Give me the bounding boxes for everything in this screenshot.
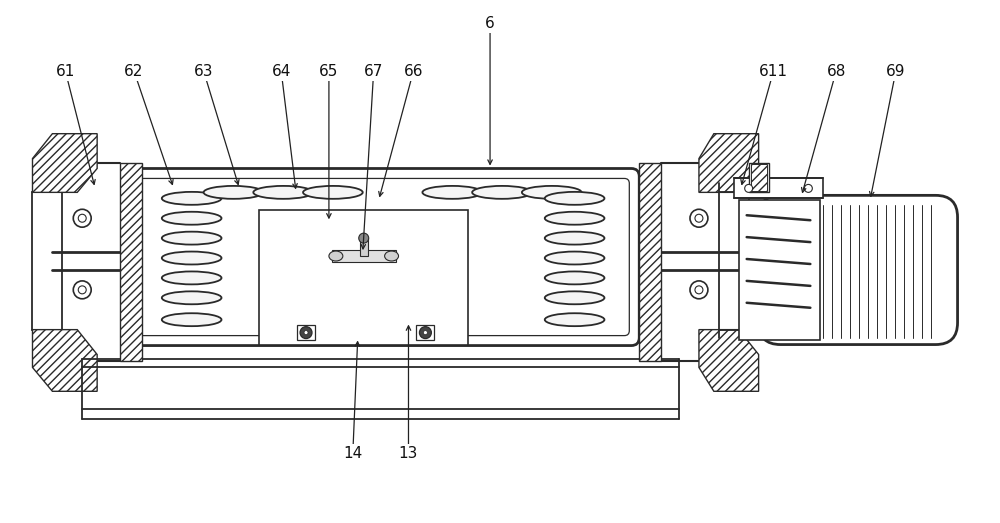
Bar — [297, 325, 315, 339]
Text: 67: 67 — [364, 63, 383, 78]
Circle shape — [304, 331, 308, 335]
Polygon shape — [699, 134, 759, 192]
Text: 64: 64 — [271, 63, 291, 78]
Text: 14: 14 — [343, 447, 362, 461]
Circle shape — [695, 286, 703, 294]
Circle shape — [300, 327, 312, 338]
Circle shape — [745, 185, 753, 192]
Ellipse shape — [253, 186, 313, 199]
Text: 61: 61 — [56, 63, 75, 78]
Circle shape — [78, 286, 86, 294]
Ellipse shape — [329, 251, 343, 261]
Circle shape — [695, 214, 703, 222]
Text: 13: 13 — [399, 447, 418, 461]
Bar — [751, 164, 767, 191]
Bar — [360, 238, 368, 256]
Bar — [639, 163, 661, 361]
Ellipse shape — [162, 232, 221, 245]
Circle shape — [690, 209, 708, 227]
Circle shape — [419, 327, 431, 338]
Text: 69: 69 — [886, 63, 906, 78]
Ellipse shape — [545, 212, 604, 225]
Circle shape — [359, 233, 369, 243]
Circle shape — [804, 185, 812, 192]
Ellipse shape — [162, 252, 221, 265]
Bar — [416, 325, 434, 339]
Bar — [739, 200, 820, 339]
Text: 62: 62 — [124, 63, 144, 78]
Ellipse shape — [422, 186, 482, 199]
Ellipse shape — [162, 271, 221, 285]
Circle shape — [690, 281, 708, 299]
FancyBboxPatch shape — [759, 196, 958, 345]
Ellipse shape — [472, 186, 532, 199]
FancyBboxPatch shape — [122, 168, 639, 346]
Ellipse shape — [303, 186, 363, 199]
Circle shape — [78, 214, 86, 222]
Ellipse shape — [162, 291, 221, 304]
Text: 66: 66 — [404, 63, 423, 78]
Ellipse shape — [545, 232, 604, 245]
Bar — [734, 178, 823, 198]
Ellipse shape — [545, 291, 604, 304]
Ellipse shape — [545, 192, 604, 205]
Polygon shape — [699, 329, 759, 391]
Ellipse shape — [162, 212, 221, 225]
Bar — [332, 250, 396, 262]
Ellipse shape — [162, 192, 221, 205]
Ellipse shape — [162, 313, 221, 326]
Circle shape — [73, 281, 91, 299]
Polygon shape — [32, 134, 97, 192]
Bar — [749, 163, 769, 192]
Text: 63: 63 — [194, 63, 213, 78]
Ellipse shape — [545, 271, 604, 285]
Text: 68: 68 — [827, 63, 846, 78]
Circle shape — [423, 331, 427, 335]
Polygon shape — [32, 329, 97, 391]
Ellipse shape — [204, 186, 263, 199]
Ellipse shape — [545, 313, 604, 326]
Bar — [259, 210, 468, 345]
Text: 6: 6 — [485, 16, 495, 31]
Ellipse shape — [385, 251, 399, 261]
Ellipse shape — [545, 252, 604, 265]
Text: 611: 611 — [759, 63, 788, 78]
Ellipse shape — [522, 186, 582, 199]
Text: 65: 65 — [319, 63, 339, 78]
Circle shape — [73, 209, 91, 227]
Bar — [120, 163, 142, 361]
